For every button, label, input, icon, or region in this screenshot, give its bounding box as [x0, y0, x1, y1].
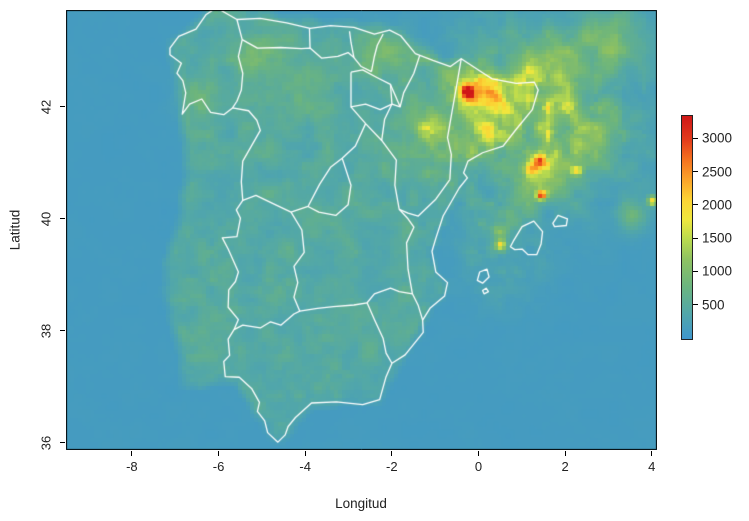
x-tick — [304, 451, 306, 456]
colorbar-tick-label: 1500 — [702, 230, 733, 246]
x-tick-label: 0 — [474, 459, 483, 474]
y-tick — [60, 106, 65, 108]
x-tick-label: 2 — [561, 459, 569, 474]
colorbar — [681, 115, 693, 340]
x-tick — [391, 451, 393, 456]
colorbar-tick-label: 3000 — [702, 130, 733, 146]
y-tick-label: 38 — [38, 323, 54, 338]
colorbar-tick — [693, 171, 698, 173]
x-tick — [218, 451, 220, 456]
colorbar-tick — [693, 204, 698, 206]
x-axis-title: Longitud — [335, 496, 387, 511]
colorbar-tick — [693, 237, 698, 239]
heatmap-canvas — [66, 10, 657, 450]
colorbar-tick — [693, 137, 698, 139]
x-tick-label: 4 — [648, 459, 656, 474]
colorbar-tick-label: 2500 — [702, 164, 733, 180]
x-tick-label: -8 — [126, 459, 138, 474]
colorbar-tick — [693, 270, 698, 272]
x-tick — [651, 451, 653, 456]
y-tick — [60, 442, 65, 444]
y-axis-title: Latitud — [7, 209, 23, 251]
x-tick — [477, 451, 479, 456]
y-tick-label: 40 — [38, 211, 54, 227]
y-tick — [60, 218, 65, 220]
y-tick-label: 36 — [38, 435, 54, 450]
x-tick — [131, 451, 133, 456]
x-tick-label: -6 — [212, 459, 225, 474]
colorbar-tick-label: 500 — [702, 297, 725, 313]
x-tick — [564, 451, 566, 456]
y-tick-label: 42 — [38, 99, 54, 115]
x-tick-label: -2 — [386, 459, 398, 474]
y-tick — [60, 330, 65, 332]
colorbar-tick-label: 1000 — [702, 263, 733, 279]
x-tick-label: -4 — [299, 459, 311, 474]
colorbar-tick-label: 2000 — [702, 197, 733, 213]
colorbar-tick — [693, 304, 698, 306]
